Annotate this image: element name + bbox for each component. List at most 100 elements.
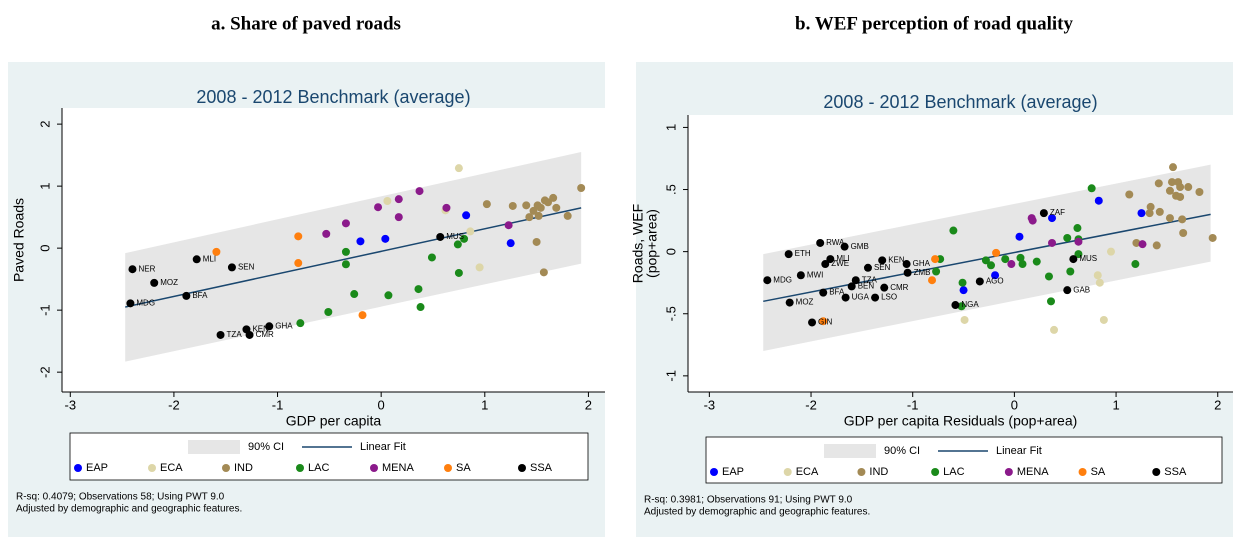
data-point bbox=[796, 271, 805, 280]
legend-label: 90% CI bbox=[248, 441, 284, 453]
data-point bbox=[957, 302, 966, 311]
note: R-sq: 0.3981; Observations 91; Using PWT… bbox=[644, 495, 853, 506]
legend-marker bbox=[370, 464, 378, 472]
data-point bbox=[1137, 209, 1146, 218]
point-label: TZA bbox=[862, 275, 878, 284]
data-point bbox=[1069, 255, 1078, 264]
point-label: ZWE bbox=[831, 259, 849, 268]
data-point bbox=[216, 330, 225, 339]
y-tick-label: 0 bbox=[663, 248, 678, 255]
data-point bbox=[840, 242, 849, 251]
data-point bbox=[1032, 257, 1041, 266]
data-point bbox=[341, 260, 350, 269]
legend-marker bbox=[518, 464, 526, 472]
data-point bbox=[863, 263, 872, 272]
legend-label: 90% CI bbox=[884, 445, 920, 457]
data-point bbox=[1087, 184, 1096, 193]
data-point bbox=[1179, 229, 1188, 238]
legend-marker bbox=[74, 464, 82, 472]
legend-label: Linear Fit bbox=[996, 445, 1042, 457]
chart-title: 2008 - 2012 Benchmark (average) bbox=[196, 87, 470, 107]
data-point bbox=[192, 255, 201, 264]
point-label: MLI bbox=[836, 254, 849, 263]
data-point bbox=[808, 318, 817, 327]
data-point bbox=[126, 299, 135, 308]
x-tick-label: -2 bbox=[805, 397, 817, 412]
data-point bbox=[960, 315, 969, 324]
legend-label: LAC bbox=[943, 466, 964, 478]
y-tick-label: 1 bbox=[37, 183, 52, 190]
legend-marker bbox=[222, 464, 230, 472]
data-point bbox=[821, 260, 830, 269]
data-point bbox=[991, 271, 1000, 280]
legend-marker bbox=[710, 468, 718, 476]
data-point bbox=[847, 282, 856, 291]
point-label: GAB bbox=[1073, 285, 1090, 294]
y-tick-label: -.5 bbox=[663, 306, 678, 321]
data-point bbox=[851, 276, 860, 285]
data-point bbox=[525, 213, 534, 222]
data-point bbox=[871, 293, 880, 302]
data-point bbox=[522, 201, 531, 210]
x-axis-title: GDP per capita Residuals (pop+area) bbox=[844, 413, 1078, 429]
note: Adjusted by demographic and geographic f… bbox=[16, 504, 242, 515]
data-point bbox=[958, 278, 967, 287]
data-point bbox=[341, 247, 350, 256]
point-label: CMR bbox=[890, 283, 908, 292]
data-point bbox=[414, 285, 423, 294]
legend-label: SA bbox=[1091, 466, 1106, 478]
data-point bbox=[1001, 255, 1010, 264]
data-point bbox=[534, 211, 543, 220]
legend-label: MENA bbox=[1017, 466, 1049, 478]
legend-marker bbox=[296, 464, 304, 472]
point-label: ETH bbox=[795, 249, 811, 258]
legend-marker bbox=[1004, 468, 1013, 476]
data-point bbox=[931, 255, 940, 264]
data-point bbox=[462, 211, 471, 220]
data-point bbox=[784, 250, 793, 259]
data-point bbox=[416, 303, 425, 312]
data-point bbox=[880, 283, 889, 292]
data-point bbox=[1167, 178, 1176, 187]
data-point bbox=[992, 248, 1001, 257]
point-label: MDG bbox=[773, 275, 792, 284]
x-tick-label: 1 bbox=[1112, 397, 1119, 412]
data-point bbox=[1074, 250, 1083, 259]
data-point bbox=[1138, 240, 1147, 249]
point-label: KEN bbox=[888, 255, 905, 264]
data-point bbox=[903, 268, 912, 277]
legend-marker bbox=[444, 464, 452, 472]
data-point bbox=[1007, 260, 1016, 269]
data-point bbox=[1146, 202, 1155, 211]
data-point bbox=[949, 226, 958, 235]
data-point bbox=[1066, 267, 1075, 276]
data-point bbox=[1074, 237, 1083, 246]
chart-title: 2008 - 2012 Benchmark (average) bbox=[823, 92, 1097, 112]
x-tick-label: -1 bbox=[272, 397, 284, 412]
data-point bbox=[436, 232, 445, 241]
data-point bbox=[294, 259, 303, 268]
point-label: MUS bbox=[1079, 254, 1097, 263]
data-point bbox=[383, 197, 392, 206]
legend-ci-swatch bbox=[188, 440, 240, 454]
legend-label: EAP bbox=[86, 462, 108, 474]
data-point bbox=[296, 319, 305, 328]
data-point bbox=[1039, 209, 1048, 218]
data-point bbox=[577, 183, 586, 192]
data-point bbox=[536, 203, 545, 212]
data-point bbox=[415, 187, 424, 196]
data-point bbox=[506, 239, 515, 248]
point-label: GIN bbox=[818, 318, 832, 327]
data-point bbox=[1015, 232, 1024, 241]
legend-label: MENA bbox=[382, 462, 414, 474]
y-tick-label: 2 bbox=[37, 121, 52, 128]
point-label: MWI bbox=[807, 270, 823, 279]
point-label: MOZ bbox=[160, 278, 178, 287]
panel-heading: b. WEF perception of road quality bbox=[795, 13, 1073, 34]
data-point bbox=[1048, 214, 1057, 223]
point-label: SEN bbox=[874, 263, 891, 272]
data-point bbox=[1178, 215, 1187, 224]
point-label: MLI bbox=[203, 254, 216, 263]
data-point bbox=[384, 291, 393, 300]
